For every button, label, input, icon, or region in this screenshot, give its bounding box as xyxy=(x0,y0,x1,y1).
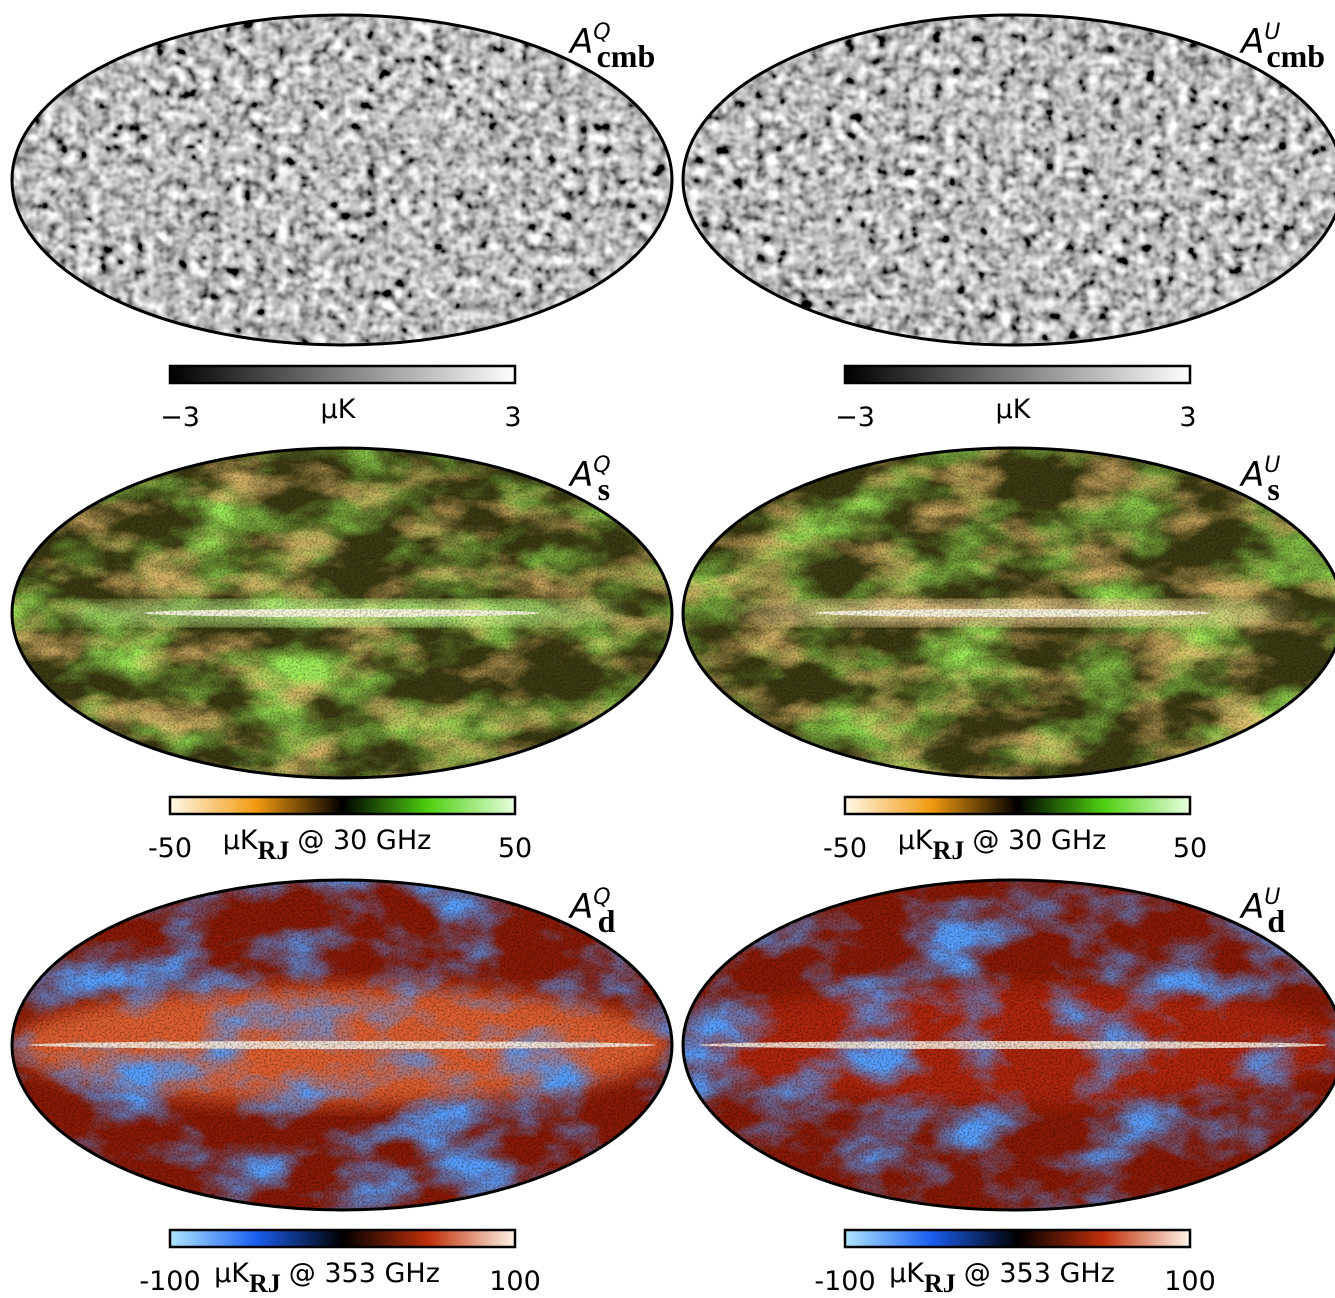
unit: μK xyxy=(321,394,357,425)
colorbar-unit: μKRJ @ 353 GHz xyxy=(889,1258,1115,1298)
colorbar-unit: μK xyxy=(996,394,1032,425)
noise xyxy=(12,15,672,345)
colorbar-min: -100 xyxy=(139,1266,200,1297)
unit: μK xyxy=(214,1258,250,1289)
colorbar-min: −3 xyxy=(160,402,200,433)
sky-map xyxy=(12,15,672,345)
unit-suffix: @ 353 GHz xyxy=(289,1258,440,1289)
title-base: A xyxy=(568,887,593,927)
speckle xyxy=(683,448,1335,778)
colorbar-unit: μKRJ@ 30 GHz xyxy=(223,825,432,865)
unit-sub: RJ xyxy=(924,1269,956,1298)
unit-sub: RJ xyxy=(249,1269,281,1298)
colorbar-max: 50 xyxy=(1173,833,1207,864)
speckle xyxy=(683,880,1335,1210)
colorbar xyxy=(845,797,1190,814)
colorbar-max: 100 xyxy=(489,1266,541,1297)
figure: AQcmb−33μKAUcmb−33μKAQs-5050μKRJ@ 30 GHz… xyxy=(0,0,1335,1298)
colorbar-max: 3 xyxy=(1179,402,1196,433)
colorbar-unit: μKRJ @ 353 GHz xyxy=(214,1258,440,1298)
sky-map xyxy=(12,448,672,778)
sky-map xyxy=(12,880,672,1210)
title-base: A xyxy=(1239,455,1264,495)
unit-suffix: @ 30 GHz xyxy=(972,825,1106,856)
colorbar xyxy=(170,797,515,814)
title-base: A xyxy=(568,22,593,62)
colorbar xyxy=(170,366,515,383)
title-sub: s xyxy=(1267,471,1279,507)
title-sub: d xyxy=(598,903,616,939)
noise xyxy=(683,15,1335,345)
title-base: A xyxy=(1239,22,1264,62)
unit-suffix: @ 353 GHz xyxy=(964,1258,1115,1289)
unit-sub: RJ xyxy=(933,836,965,865)
title-sub: d xyxy=(1267,903,1285,939)
colorbar xyxy=(845,366,1190,383)
colorbar-unit: μK xyxy=(321,394,357,425)
sky-map xyxy=(683,448,1335,778)
colorbar xyxy=(845,1230,1190,1247)
unit: μK xyxy=(898,825,934,856)
title-sub: cmb xyxy=(597,38,656,74)
sky-map xyxy=(683,15,1335,345)
colorbar-min: −3 xyxy=(835,402,875,433)
colorbar xyxy=(170,1230,515,1247)
colorbar-min: -50 xyxy=(148,833,192,864)
speckle xyxy=(12,448,672,778)
sky-map xyxy=(683,880,1335,1210)
unit-suffix: @ 30 GHz xyxy=(297,825,431,856)
title-base: A xyxy=(568,455,593,495)
unit-sub: RJ xyxy=(258,836,290,865)
unit: μK xyxy=(996,394,1032,425)
colorbar-min: -50 xyxy=(823,833,867,864)
colorbar-max: 3 xyxy=(504,402,521,433)
speckle xyxy=(12,880,672,1210)
title-sub: s xyxy=(598,471,610,507)
unit: μK xyxy=(223,825,259,856)
colorbar-unit: μKRJ@ 30 GHz xyxy=(898,825,1107,865)
title-base: A xyxy=(1239,887,1264,927)
colorbar-min: -100 xyxy=(814,1266,875,1297)
colorbar-max: 50 xyxy=(498,833,532,864)
title-sub: cmb xyxy=(1266,38,1325,74)
unit: μK xyxy=(889,1258,925,1289)
colorbar-max: 100 xyxy=(1164,1266,1216,1297)
